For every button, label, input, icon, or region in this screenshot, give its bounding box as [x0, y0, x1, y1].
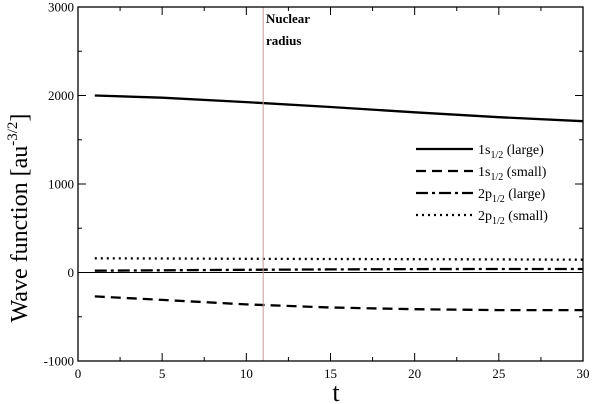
series-layer — [94, 94, 584, 312]
series-line-3 — [94, 267, 583, 272]
series-line-2 — [94, 295, 583, 312]
legend: 1s1/2 (large) 1s1/2 (small) 2p1/2 (large) 2… — [416, 143, 548, 227]
series-line-1 — [94, 94, 584, 123]
y-tick-label: 0 — [68, 265, 75, 280]
annotation-line2: radius — [266, 33, 301, 48]
nuclear-radius-annotation: Nuclear radius — [266, 11, 310, 48]
y-tick-label: 2000 — [48, 88, 74, 103]
x-axis-title: t — [332, 378, 340, 404]
axes-layer — [77, 6, 584, 362]
x-tick-label: 10 — [240, 366, 253, 381]
legend-label-1: 1s1/2 (large) — [478, 143, 544, 161]
plot-frame — [77, 6, 584, 362]
x-tick-label: 15 — [324, 366, 337, 381]
legend-label-4: 2p1/2 (small) — [478, 209, 548, 227]
legend-label-2: 1s1/2 (small) — [478, 165, 547, 183]
x-tick-label: 25 — [492, 366, 505, 381]
x-tick-label: 20 — [408, 366, 421, 381]
y-axis-title-main: Wave function [au — [7, 146, 33, 323]
legend-label-3: 2p1/2 (large) — [478, 187, 546, 205]
x-tick-label: 5 — [159, 366, 166, 381]
series-line-4 — [94, 257, 584, 261]
y-axis-title: Wave function [au-3/2] — [5, 114, 33, 323]
x-tick-label: 0 — [75, 366, 82, 381]
y-axis-title-close: ] — [7, 114, 33, 122]
y-tick-label: 1000 — [48, 177, 74, 192]
x-tick-label: 30 — [577, 366, 590, 381]
y-tick-label: 3000 — [48, 0, 74, 15]
y-tick-label: -1000 — [44, 354, 74, 369]
annotation-line1: Nuclear — [266, 11, 310, 26]
y-axis-title-sup: -3/2 — [5, 122, 21, 146]
